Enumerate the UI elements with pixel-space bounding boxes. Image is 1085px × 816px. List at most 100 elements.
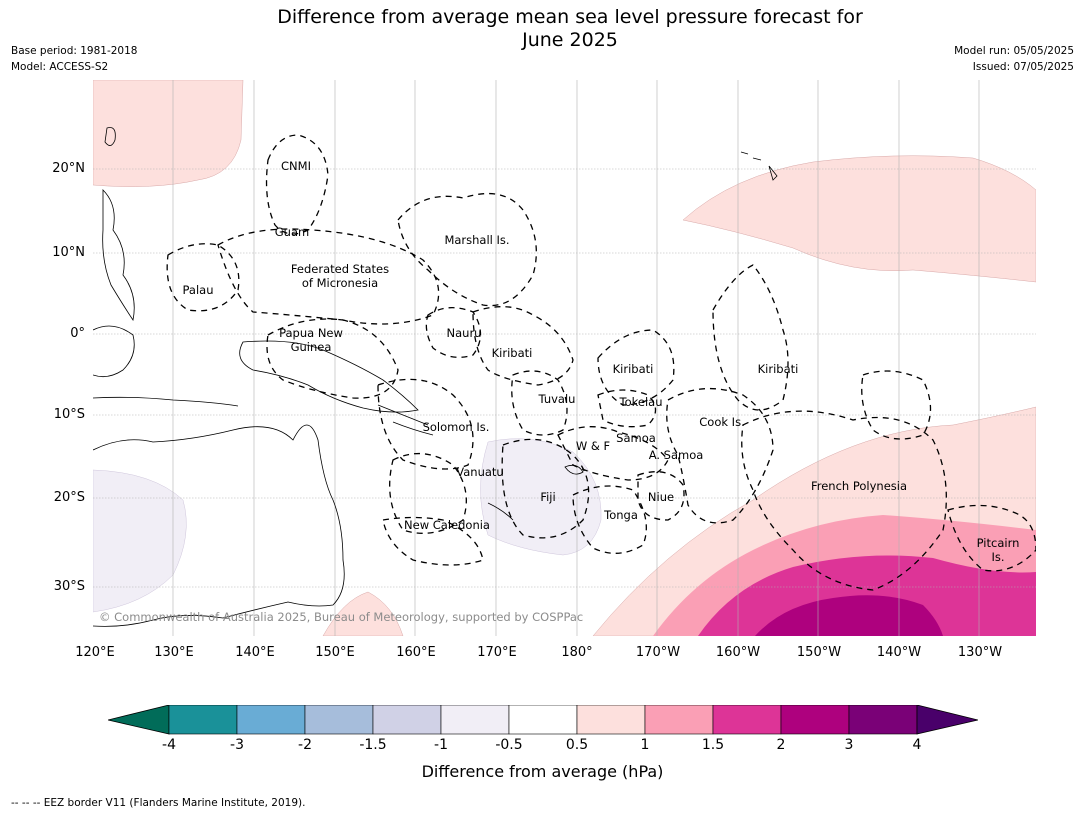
place-label-wallis-futuna: W & F [575, 439, 611, 453]
colorbar-cell [508, 705, 578, 735]
lon-label-140e: 140°E [235, 645, 275, 660]
colorbar-tick-label: 3 [844, 737, 854, 753]
place-label-solomon-islands: Solomon Is. [422, 420, 490, 434]
map-canvas [93, 80, 1036, 636]
eez-solomon-islands [377, 378, 474, 470]
lon-label-120e: 120°E [75, 645, 115, 660]
meta-right: Model run: 05/05/2025 Issued: 07/05/2025 [954, 43, 1074, 75]
eez-niue [637, 471, 685, 521]
lon-label-160w: 160°W [715, 645, 761, 660]
colorbar-over-arrow [916, 705, 978, 735]
coastlines [93, 127, 778, 627]
colorbar-tick-label: -2 [298, 737, 312, 753]
eez-samoa-wf [557, 426, 669, 481]
colorbar-cell [576, 705, 646, 735]
place-label-cnmi: CNMI [281, 159, 311, 173]
lon-label-170w: 170°W [635, 645, 681, 660]
issued-date: Issued: 07/05/2025 [972, 61, 1074, 73]
place-label-tuvalu: Tuvalu [538, 392, 576, 406]
anomaly-region-bottom-pink [322, 591, 404, 636]
eez-tonga [572, 485, 647, 554]
lon-label-180: 180° [561, 645, 593, 660]
copyright-notice: © Commonwealth of Australia 2025, Bureau… [99, 610, 584, 624]
eez-french-polynesia [741, 410, 947, 591]
colorbar-cell [168, 705, 238, 735]
place-label-samoa: Samoa [616, 431, 656, 445]
eez-fsm [217, 228, 440, 325]
lat-label-30s: 30°S [53, 579, 85, 594]
lon-label-150w: 150°W [796, 645, 842, 660]
lon-label-130w: 130°W [957, 645, 1003, 660]
model-name: Model: ACCESS-S2 [11, 61, 109, 73]
meta-left: Base period: 1981-2018 Model: ACCESS-S2 [11, 43, 137, 75]
place-label-fiji: Fiji [540, 490, 556, 504]
colorbar-tick-label: -3 [230, 737, 244, 753]
place-label-tonga: Tonga [604, 508, 638, 522]
eez-kiribati-gilbert [472, 306, 574, 386]
eez-pitcairn [947, 504, 1036, 572]
solomon-islands-coast [377, 404, 434, 436]
new-guinea-coast [239, 340, 419, 413]
eez-cnmi-guam [265, 134, 329, 235]
colorbar-cells [168, 705, 918, 735]
colorbar-cell [712, 705, 782, 735]
colorbar-tick-label: -4 [162, 737, 176, 753]
place-label-kiribati-1: Kiribati [491, 346, 533, 360]
colorbar [108, 705, 978, 735]
colorbar-tick-label: -1 [434, 737, 448, 753]
colorbar-tick-label: 2 [776, 737, 786, 753]
place-label-american-samoa: A. Samoa [648, 448, 704, 462]
place-label-french-polynesia: French Polynesia [810, 479, 908, 493]
place-label-nauru: Nauru [446, 326, 482, 340]
place-label-cook-islands: Cook Is. [699, 415, 745, 429]
place-label-guam: Guam [274, 225, 310, 239]
place-label-pitcairn-islands: Pitcairn Is. [976, 536, 1020, 564]
colorbar-tick-label: 0.5 [565, 737, 589, 753]
place-label-fsm: Federated States of Micronesia [290, 262, 390, 290]
eez-fiji [501, 438, 590, 539]
colorbar-tick-label: 4 [912, 737, 922, 753]
colorbar-tick-label: -1.5 [359, 737, 387, 753]
eez-png [266, 318, 399, 399]
fiji-coast [564, 464, 584, 475]
map-title: Difference from average mean sea level p… [0, 6, 1085, 52]
lon-label-160e: 160°E [396, 645, 436, 660]
colorbar-label: Difference from average (hPa) [421, 762, 664, 781]
place-label-kiribati-3: Kiribati [757, 362, 799, 376]
taiwan-coast [104, 127, 116, 146]
place-label-tokelau: Tokelau [619, 395, 663, 409]
colorbar-tick-label: 1 [640, 737, 650, 753]
graticule [93, 80, 1036, 636]
eez-borders [166, 134, 1036, 591]
map-title-line1: Difference from average mean sea level p… [277, 6, 863, 28]
place-label-vanuatu: Vanuatu [456, 465, 504, 479]
base-period: Base period: 1981-2018 [11, 45, 138, 57]
eez-marshall-islands [397, 192, 537, 307]
lat-label-20n: 20°N [52, 161, 85, 176]
anomaly-region-west-lilac [93, 469, 187, 613]
colorbar-cell [440, 705, 510, 735]
eez-footnote: -- -- -- EEZ border V11 (Flanders Marine… [11, 797, 306, 809]
lon-label-140w: 140°W [876, 645, 922, 660]
anomaly-region-south-2 [755, 595, 943, 636]
anomaly-region-north-pink [93, 80, 244, 187]
lon-label-170e: 170°E [477, 645, 517, 660]
place-label-palau: Palau [182, 283, 214, 297]
eez-tuvalu [511, 370, 568, 436]
colorbar-under-arrow [108, 705, 170, 735]
eez-palau [166, 243, 240, 312]
place-label-kiribati-2: Kiribati [612, 362, 654, 376]
eez-vanuatu [389, 452, 467, 534]
colorbar-cell [780, 705, 850, 735]
eez-kiribati-east [861, 370, 932, 440]
place-label-new-caledonia: New Caledonia [404, 518, 490, 532]
lat-label-20s: 20°S [53, 490, 85, 505]
australia-coast [93, 424, 345, 627]
place-label-marshall-islands: Marshall Is. [444, 233, 510, 247]
new-caledonia-coast [487, 502, 514, 521]
place-label-niue: Niue [647, 490, 675, 504]
eez-tokelau [597, 389, 657, 428]
borneo-indonesia-coast [93, 325, 239, 407]
colorbar-cell [644, 705, 714, 735]
colorbar-cell [372, 705, 442, 735]
